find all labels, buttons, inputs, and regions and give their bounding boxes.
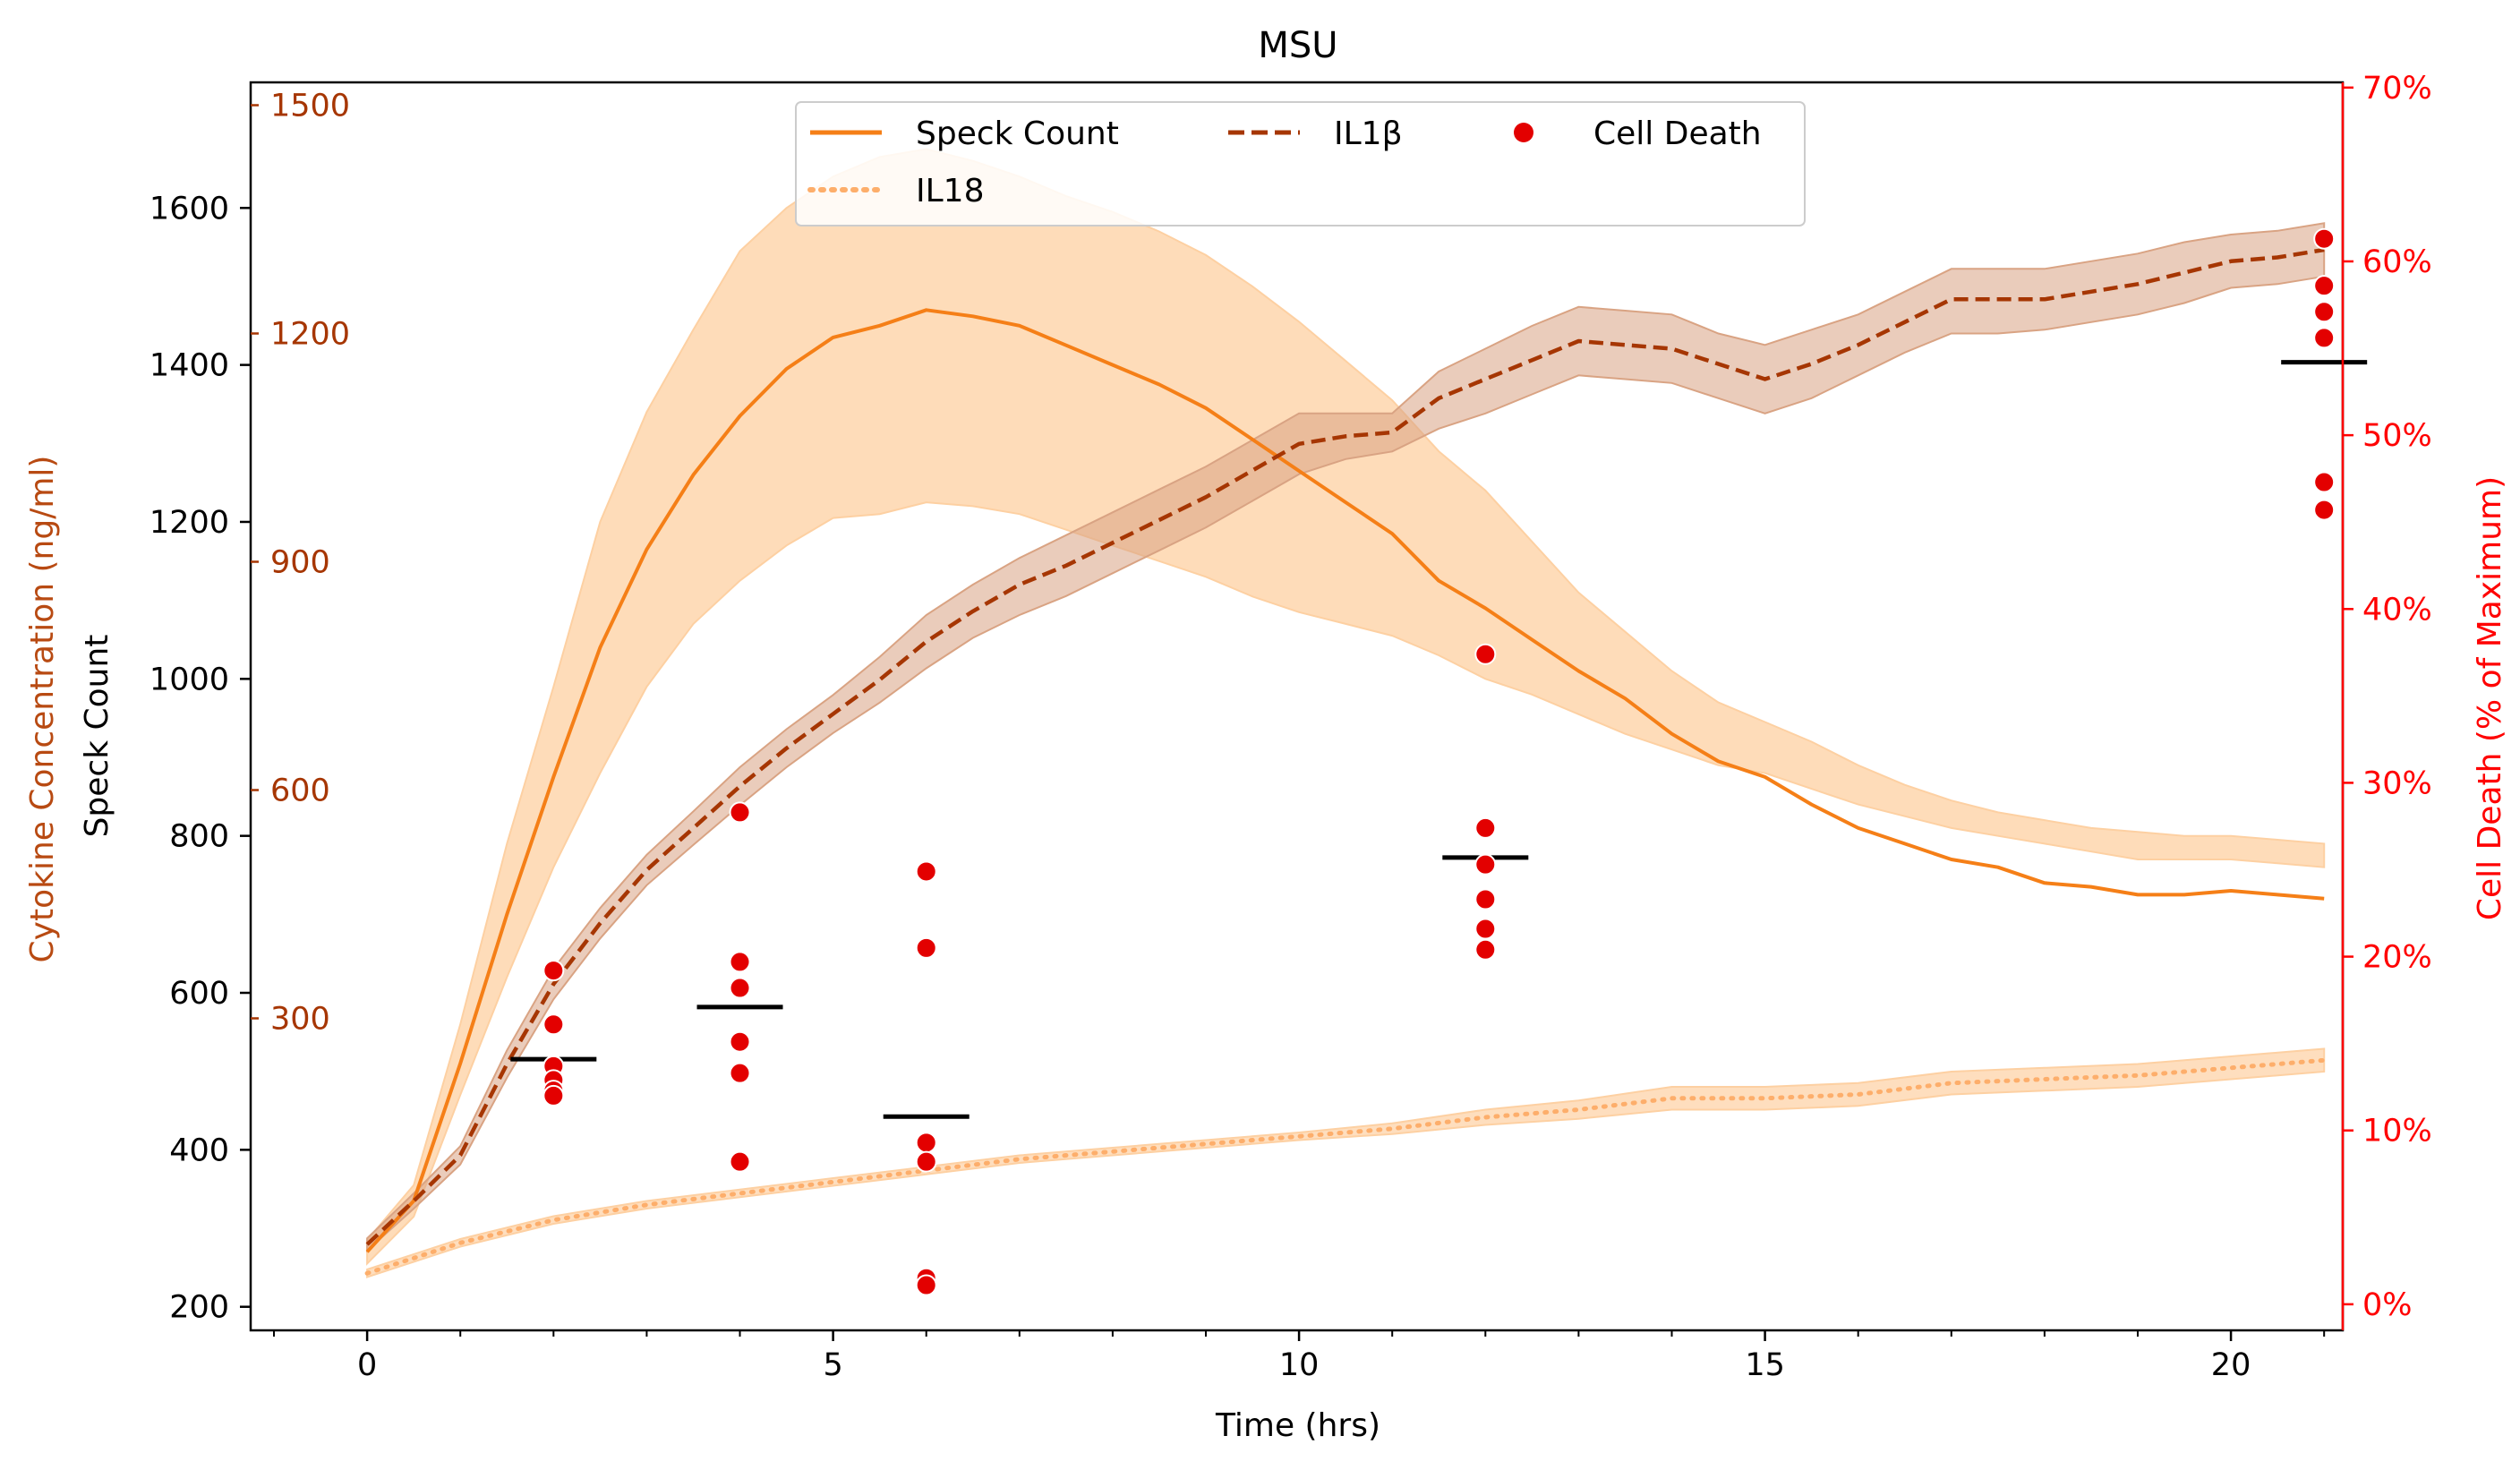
cell-death-point xyxy=(2313,471,2336,493)
cell-death-point xyxy=(542,1084,565,1107)
cell-death-point xyxy=(2313,275,2336,297)
legend-label-cell-death: Cell Death xyxy=(1593,115,1762,152)
line-speck-count xyxy=(365,308,2325,1253)
cell-death-point xyxy=(542,960,565,982)
cell-death-point xyxy=(729,1062,751,1084)
y-axis-cytokine: 300 600 900 1200 1500 xyxy=(251,89,350,1038)
x-tick-label: 20 xyxy=(2211,1347,2251,1383)
legend-swatch-cell-death xyxy=(1514,123,1533,142)
cell-death-point xyxy=(1474,918,1497,940)
cell-death-point xyxy=(1474,643,1497,665)
right-tick-label: 50% xyxy=(2362,418,2432,454)
chart-title: MSU xyxy=(1258,25,1337,66)
y-axis-label-cytokine: Cytokine Concentration (ng/ml) xyxy=(24,456,61,963)
cytokine-tick-label: 600 xyxy=(270,773,330,809)
right-tick-label: 20% xyxy=(2362,940,2432,976)
cell-death-point xyxy=(2313,499,2336,521)
x-axis: 0 5 10 15 20 xyxy=(273,1330,2326,1383)
cell-death-point xyxy=(2313,227,2336,250)
cell-death-point xyxy=(1474,938,1497,961)
x-tick-label: 15 xyxy=(1745,1347,1785,1383)
y-tick-label: 1200 xyxy=(149,505,229,541)
y-axis-speck-count: 200 400 600 800 1000 1200 1400 1600 xyxy=(149,191,251,1326)
cell-death-point xyxy=(729,977,751,999)
cell-death-markers xyxy=(510,227,2368,1296)
legend-label-il1b: IL1β xyxy=(1334,115,1403,152)
cell-death-point xyxy=(915,1132,937,1154)
cell-death-point xyxy=(729,1150,751,1173)
cell-death-point xyxy=(1474,816,1497,839)
right-tick-label: 60% xyxy=(2362,244,2432,280)
line-il1 xyxy=(365,247,2325,1246)
legend: Speck Count IL1β Cell Death IL18 xyxy=(795,101,1806,226)
right-tick-label: 40% xyxy=(2362,592,2432,628)
cell-death-point xyxy=(729,951,751,973)
cytokine-tick-label: 1200 xyxy=(270,317,350,353)
cell-death-point xyxy=(1474,888,1497,910)
cell-death-point xyxy=(915,860,937,883)
legend-frame xyxy=(795,101,1806,226)
cell-death-point xyxy=(1474,853,1497,876)
y-tick-label: 1600 xyxy=(149,191,229,226)
cell-death-point xyxy=(915,1150,937,1173)
cytokine-tick-label: 300 xyxy=(270,1002,330,1038)
y-tick-label: 400 xyxy=(169,1132,229,1168)
y-tick-label: 600 xyxy=(169,976,229,1012)
y-tick-label: 800 xyxy=(169,819,229,855)
right-tick-label: 10% xyxy=(2362,1114,2432,1150)
line-il18 xyxy=(364,1057,2327,1276)
y-axis-label-cell-death: Cell Death (% of Maximum) xyxy=(2472,476,2508,920)
right-tick-label: 70% xyxy=(2362,71,2432,107)
y-tick-label: 1000 xyxy=(149,662,229,697)
y-tick-label: 200 xyxy=(169,1290,229,1326)
cytokine-tick-label: 1500 xyxy=(270,89,350,124)
legend-label-speck-count: Speck Count xyxy=(916,115,1119,152)
cell-death-point xyxy=(2313,301,2336,323)
cell-death-point xyxy=(2313,327,2336,349)
cell-death-point xyxy=(729,1030,751,1053)
right-tick-label: 0% xyxy=(2362,1287,2413,1323)
cell-death-point xyxy=(542,1013,565,1036)
band-il18 xyxy=(366,1047,2326,1278)
x-axis-label: Time (hrs) xyxy=(1215,1407,1380,1444)
legend-label-il18: IL18 xyxy=(916,173,984,209)
y-axis-label-speck: Speck Count xyxy=(79,635,115,838)
series-lines xyxy=(364,247,2327,1276)
y-axis-cell-death: 0% 10% 20% 30% 40% 50% 60% 70% xyxy=(2341,71,2432,1330)
cytokine-tick-label: 900 xyxy=(270,545,330,581)
y-tick-label: 1400 xyxy=(149,348,229,384)
cell-death-point xyxy=(915,936,937,959)
cell-death-point xyxy=(915,1274,937,1296)
cell-death-point xyxy=(729,801,751,824)
x-tick-label: 10 xyxy=(1279,1347,1320,1383)
x-tick-label: 0 xyxy=(357,1347,377,1383)
x-tick-label: 5 xyxy=(823,1347,842,1383)
confidence-bands xyxy=(366,148,2326,1278)
right-tick-label: 30% xyxy=(2362,765,2432,801)
